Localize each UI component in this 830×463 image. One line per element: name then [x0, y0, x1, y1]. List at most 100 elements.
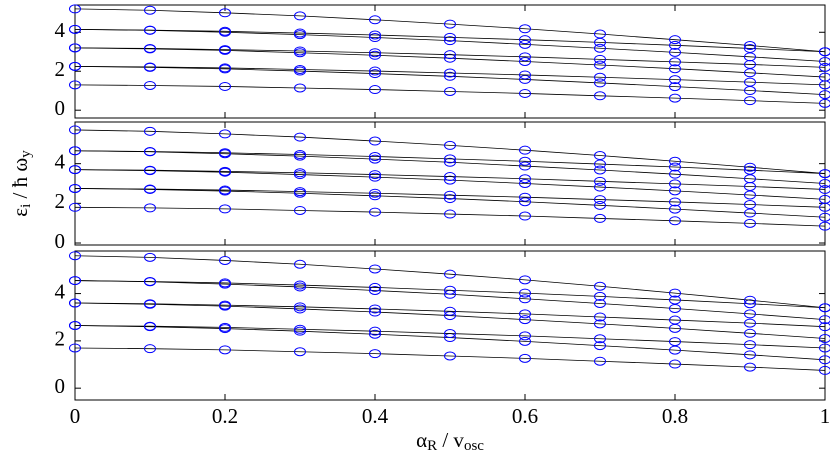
data-point: [444, 157, 456, 167]
data-point: [519, 52, 531, 62]
data-point: [594, 291, 606, 301]
data-point: [369, 66, 381, 76]
data-point: [669, 75, 681, 85]
data-point: [744, 165, 756, 175]
x-tick-label: 0.8: [662, 404, 688, 428]
data-point: [669, 204, 681, 214]
data-point: [69, 298, 81, 308]
data-point: [669, 47, 681, 57]
data-point: [294, 347, 306, 357]
data-point: [219, 148, 231, 158]
data-point: [369, 85, 381, 95]
data-point: [294, 259, 306, 269]
plot-frame: [74, 121, 826, 246]
y-tick-label: 0: [55, 229, 66, 253]
series-line: [74, 206, 826, 227]
y-tick-label: 4: [55, 18, 66, 42]
axis-label: εi / ħ ωy: [8, 150, 34, 217]
data-point: [219, 166, 231, 176]
data-point: [519, 331, 531, 341]
data-point: [444, 32, 456, 42]
data-point: [594, 60, 606, 70]
axis-label-subscript: i: [18, 204, 34, 208]
data-point: [669, 82, 681, 92]
data-point: [819, 184, 830, 194]
data-point: [744, 96, 756, 106]
data-point: [444, 71, 456, 81]
data-point: [444, 306, 456, 316]
data-point: [369, 170, 381, 180]
axis-label-subscript: y: [18, 150, 34, 158]
data-point: [444, 53, 456, 63]
data-point: [294, 46, 306, 56]
data-point: [819, 343, 830, 353]
data-point: [744, 328, 756, 338]
data-point: [369, 188, 381, 198]
data-point: [144, 344, 156, 354]
data-point: [669, 197, 681, 207]
data-point: [219, 204, 231, 214]
data-point: [669, 359, 681, 369]
axis-label-part: / ħ ω: [8, 158, 32, 204]
series-line: [74, 65, 826, 86]
data-point: [819, 315, 830, 325]
data-point: [444, 194, 456, 204]
data-point: [69, 165, 81, 175]
y-tick-label: 0: [55, 96, 66, 120]
data-point: [744, 174, 756, 184]
series-line: [74, 255, 826, 309]
data-point: [294, 132, 306, 142]
data-point: [819, 355, 830, 365]
data-point: [519, 315, 531, 325]
data-point: [819, 365, 830, 375]
data-point: [369, 326, 381, 336]
series-line: [74, 47, 826, 68]
data-point: [294, 324, 306, 334]
data-point: [519, 353, 531, 363]
series-line: [74, 28, 826, 62]
data-point: [369, 50, 381, 60]
data-point: [369, 154, 381, 164]
data-point: [144, 62, 156, 72]
data-point: [294, 282, 306, 292]
data-point: [594, 159, 606, 169]
data-point: [669, 64, 681, 74]
data-point: [444, 19, 456, 29]
data-point: [294, 302, 306, 312]
data-point: [144, 126, 156, 136]
data-point: [519, 336, 531, 346]
data-point: [519, 275, 531, 285]
data-point: [69, 183, 81, 193]
data-point: [819, 62, 830, 72]
data-point: [819, 179, 830, 188]
data-point: [744, 190, 756, 200]
data-point: [519, 74, 531, 84]
data-point: [369, 304, 381, 314]
data-point: [369, 136, 381, 146]
series-line: [74, 302, 826, 328]
data-point: [69, 251, 81, 261]
data-point: [219, 129, 231, 139]
data-point: [669, 93, 681, 103]
data-point: [519, 179, 531, 188]
data-point: [519, 211, 531, 221]
series-line: [74, 129, 826, 174]
data-point: [819, 322, 830, 332]
data-point: [369, 30, 381, 40]
data-point: [744, 362, 756, 372]
data-point: [744, 299, 756, 309]
data-point: [219, 278, 231, 288]
data-point: [669, 337, 681, 347]
data-point: [594, 281, 606, 291]
data-point: [669, 169, 681, 179]
data-point: [219, 255, 231, 265]
data-point: [144, 203, 156, 213]
data-point: [669, 40, 681, 50]
data-point: [594, 213, 606, 223]
data-point: [594, 182, 606, 192]
data-point: [669, 57, 681, 67]
data-point: [444, 329, 456, 339]
data-point: [594, 312, 606, 322]
series-line: [74, 65, 826, 96]
data-point: [744, 162, 756, 172]
